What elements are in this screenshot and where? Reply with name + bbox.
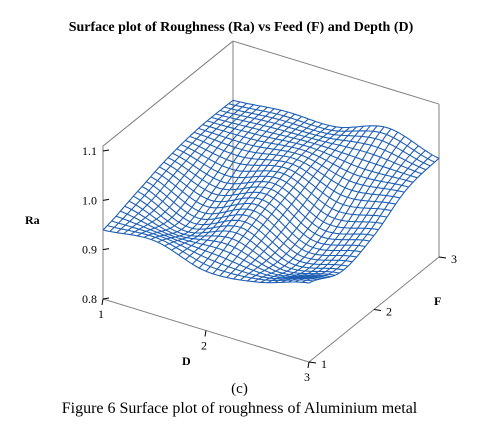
mesh-line-constant-d	[143, 108, 275, 238]
y-tick-label: 2	[386, 305, 392, 319]
z-tick-label: 1.0	[82, 193, 97, 207]
mesh-line-constant-d	[150, 109, 282, 240]
mesh-line-constant-d	[123, 104, 254, 235]
x-axis-label: D	[182, 354, 191, 368]
mesh-line-constant-d	[178, 118, 309, 256]
mesh-line-constant-d	[274, 135, 406, 284]
mesh-line-constant-d	[164, 113, 296, 247]
z-tick-label: 0.8	[82, 292, 97, 306]
z-tick	[102, 248, 110, 251]
mesh-line-constant-d	[301, 154, 433, 283]
mesh-line-constant-d	[295, 150, 426, 283]
mesh-line-constant-d	[226, 126, 357, 278]
mesh-line-constant-d	[267, 131, 399, 284]
chart-title: Surface plot of Roughness (Ra) vs Feed (…	[69, 20, 414, 35]
surface-mesh	[102, 99, 440, 284]
z-axis-label: Ra	[25, 213, 40, 227]
mesh-line-constant-d	[171, 116, 303, 251]
axis-box	[102, 40, 440, 363]
mesh-line-constant-d	[253, 126, 385, 283]
mesh-line-constant-d	[157, 111, 289, 243]
z-tick-label: 0.9	[82, 243, 97, 257]
x-tick	[307, 361, 310, 369]
mesh-line-constant-d	[102, 99, 234, 231]
y-tick-label: 3	[451, 252, 457, 266]
z-tick	[102, 149, 110, 152]
mesh-line-constant-d	[137, 106, 268, 237]
mesh-line-constant-d	[130, 105, 261, 236]
mesh-line-constant-d	[198, 124, 330, 269]
mesh-line-constant-d	[246, 125, 378, 282]
mesh-line-constant-d	[288, 145, 419, 283]
box-edge	[232, 40, 440, 105]
x-tick-label: 2	[201, 339, 207, 353]
mesh-line-constant-d	[260, 128, 392, 283]
mesh-line-constant-d	[308, 157, 440, 284]
mesh-line-constant-d	[185, 120, 316, 261]
z-tick	[102, 297, 110, 300]
mesh-line-constant-d	[233, 125, 364, 280]
x-tick	[204, 330, 207, 337]
mesh-line-constant-d	[205, 126, 337, 272]
figure-caption: Figure 6 Surface plot of roughness of Al…	[61, 400, 418, 417]
x-tick	[101, 298, 104, 306]
sub-caption: (c)	[231, 381, 248, 397]
y-axis-label: F	[434, 294, 441, 308]
y-tick	[373, 309, 382, 311]
x-tick-label: 1	[98, 307, 104, 321]
y-tick-label: 1	[321, 357, 327, 371]
x-tick-label: 3	[304, 370, 310, 384]
mesh-line-constant-d	[212, 127, 344, 275]
mesh-line-constant-d	[219, 126, 351, 277]
mesh-line-constant-d	[281, 140, 412, 283]
y-tick	[308, 361, 317, 364]
mesh-line-constant-d	[191, 123, 323, 265]
z-tick-label: 1.1	[82, 144, 97, 158]
mesh-line-constant-d	[109, 101, 241, 232]
y-tick	[438, 256, 447, 259]
mesh-line-constant-d	[239, 125, 371, 281]
mesh-line-constant-d	[116, 102, 248, 234]
z-tick	[102, 198, 110, 201]
box-edge	[102, 40, 234, 147]
